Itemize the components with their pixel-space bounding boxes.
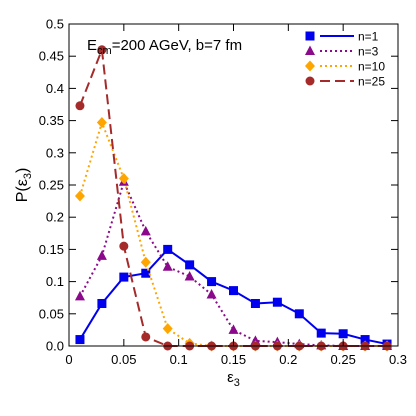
data-point — [118, 173, 129, 185]
data-point — [162, 323, 173, 335]
axis-ticks: 0 0.05 0.1 0.15 0.2 0.25 0.3 0.0 0.05 0.1 0.15 0.2 0… — [39, 17, 407, 368]
data-point — [75, 101, 85, 111]
data-point — [294, 309, 304, 319]
series-line — [79, 119, 388, 347]
legend-label: n=3 — [358, 45, 379, 59]
x-tick-label: 0 — [65, 352, 72, 367]
data-point — [140, 225, 151, 236]
data-point — [229, 286, 238, 296]
data-point — [96, 117, 107, 129]
data-point — [97, 45, 107, 55]
y-axis-label-subscript: 3 — [22, 173, 34, 179]
annotation-prefix: E — [87, 37, 97, 54]
data-point — [272, 297, 282, 307]
data-point — [228, 324, 239, 334]
legend-marker — [305, 60, 315, 72]
legend-label: n=25 — [358, 75, 385, 89]
y-tick-label: 0.5 — [46, 17, 64, 32]
data-point — [119, 272, 129, 282]
y-tick-label: 0.4 — [46, 81, 64, 96]
data-point — [141, 332, 151, 342]
data-point — [338, 329, 348, 339]
x-tick-label: 0.15 — [221, 352, 246, 367]
legend-marker — [305, 31, 315, 41]
legend-label: n=1 — [358, 30, 379, 44]
data-point — [97, 298, 107, 308]
legend: n=1n=3n=10n=25 — [305, 30, 385, 89]
y-axis-label-prefix: P( — [14, 186, 31, 203]
data-point — [141, 268, 151, 278]
legend-label: n=10 — [358, 60, 385, 74]
data-point — [207, 277, 217, 287]
data-point — [206, 288, 217, 299]
y-tick-label: 0.35 — [39, 113, 64, 128]
data-point — [74, 190, 85, 202]
data-point — [75, 335, 85, 345]
x-tick-label: 0.1 — [170, 352, 188, 367]
x-tick-label: 0.05 — [111, 352, 136, 367]
x-tick-label: 0.2 — [279, 352, 297, 367]
legend-marker — [305, 76, 315, 86]
data-point — [96, 250, 107, 260]
x-tick-label: 0.3 — [389, 352, 407, 367]
data-point — [250, 298, 260, 308]
y-tick-label: 0.15 — [39, 242, 64, 257]
y-tick-label: 0.3 — [46, 145, 64, 160]
x-axis-label-symbol: ε — [227, 369, 234, 386]
series-line — [79, 49, 388, 347]
x-axis-label: ε3 — [227, 369, 240, 389]
y-axis-label-suffix: ) — [14, 168, 31, 173]
data-point — [140, 256, 151, 268]
data-point — [119, 241, 129, 251]
series-line — [79, 178, 388, 347]
y-tick-label: 0.0 — [46, 339, 64, 354]
y-tick-label: 0.1 — [46, 274, 64, 289]
x-axis-label-subscript: 3 — [234, 377, 240, 389]
data-point — [184, 270, 195, 281]
data-point — [316, 328, 326, 338]
y-tick-label: 0.25 — [39, 178, 64, 193]
series-triangle — [74, 176, 393, 350]
annotation-suffix: =200 AGeV, b=7 fm — [112, 37, 242, 54]
legend-marker — [305, 45, 315, 55]
plot-frame — [68, 23, 399, 347]
series-circle — [75, 45, 392, 351]
y-axis-label-symbol: ε — [14, 179, 31, 186]
chart-annotation: Ecm=200 AGeV, b=7 fm — [87, 37, 242, 57]
annotation-subscript: cm — [97, 45, 112, 57]
data-point — [185, 260, 195, 270]
plot-area — [74, 45, 393, 352]
x-tick-label: 0.25 — [331, 352, 356, 367]
data-point — [74, 290, 85, 301]
y-tick-label: 0.05 — [39, 306, 64, 321]
y-axis-label: P(ε3) — [14, 168, 34, 203]
y-tick-label: 0.45 — [39, 49, 64, 64]
data-point — [163, 244, 173, 254]
data-point — [162, 261, 173, 271]
data-point — [360, 335, 370, 345]
y-tick-label: 0.2 — [46, 210, 64, 225]
